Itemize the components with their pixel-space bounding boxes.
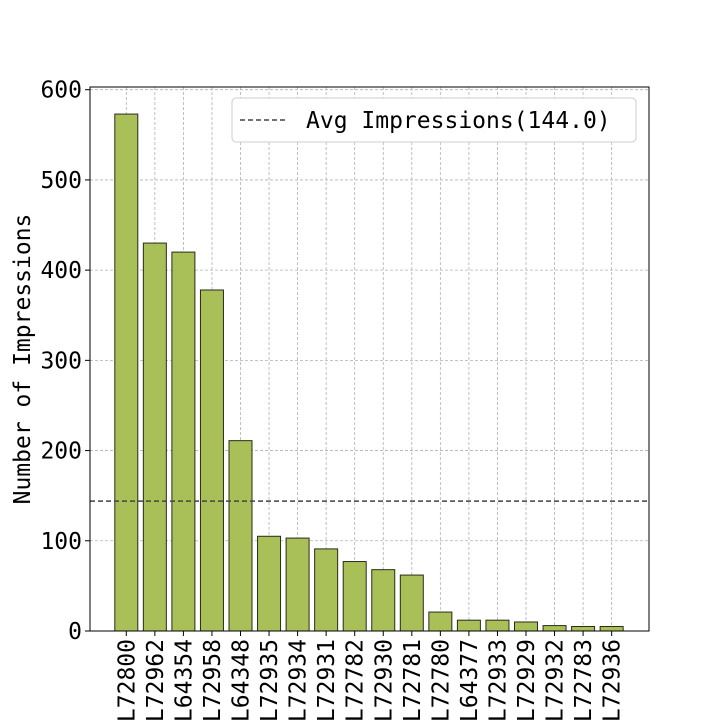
x-tick-label: L72935 [257, 639, 283, 720]
bar-L72962 [142, 242, 167, 632]
plot-frame [89, 86, 650, 632]
bar-L64348 [228, 440, 253, 632]
y-tick-label: 200 [40, 439, 82, 465]
x-tick-label: L64354 [171, 639, 197, 720]
y-tick-label: 300 [40, 348, 82, 374]
y-axis: 0 100 200 300 400 500 600 [40, 78, 90, 645]
y-tick-label: 0 [68, 619, 82, 645]
x-tick-label: L64348 [229, 639, 255, 720]
bar-L72933 [485, 619, 510, 632]
bar-L72800 [114, 113, 139, 632]
x-tick-label: L72958 [200, 639, 226, 720]
x-axis: L72800 L72962 L64354 L72958 L64348 L72935 L729… [114, 631, 626, 720]
x-tick-label: L64377 [457, 639, 483, 720]
bar-L64354 [171, 251, 196, 632]
bar-L72930 [371, 569, 396, 632]
legend-box [231, 97, 637, 143]
x-tick-label: L72930 [371, 639, 397, 720]
x-tick-label: L72800 [114, 639, 140, 720]
x-tick-label: L72934 [286, 639, 312, 720]
bar-L72932 [542, 625, 567, 632]
x-tick-label: L72783 [571, 639, 597, 720]
y-tick-label: 400 [40, 258, 82, 284]
grid-lines [90, 87, 649, 632]
x-tick-label: L72782 [343, 639, 369, 720]
bar-L72929 [514, 621, 538, 632]
x-tick-label: L72929 [514, 639, 540, 720]
legend: Avg Impressions(144.0) [231, 97, 637, 143]
x-tick-label: L72932 [543, 639, 569, 720]
x-tick-label: L72931 [314, 639, 340, 720]
bars [114, 113, 624, 632]
legend-label: Avg Impressions(144.0) [306, 108, 611, 134]
y-tick-label: 600 [40, 78, 82, 104]
x-tick-label: L72936 [600, 639, 626, 720]
bar-L72958 [199, 289, 224, 632]
bar-L72781 [399, 574, 424, 632]
x-tick-label: L72781 [400, 639, 426, 720]
bar-L72934 [285, 537, 310, 632]
bar-L72780 [428, 611, 453, 632]
bar-L72936 [599, 625, 624, 632]
bar-L72931 [314, 548, 339, 632]
x-tick-label: L72933 [485, 639, 511, 720]
y-tick-label: 500 [40, 168, 82, 194]
y-axis-label: Number of Impressions [10, 214, 36, 505]
y-tick-label: 100 [40, 529, 82, 555]
bar-L72935 [257, 535, 282, 632]
bar-L64377 [456, 619, 481, 632]
bar-L72782 [342, 561, 367, 632]
bar-L72783 [571, 625, 596, 632]
x-tick-label: L72780 [428, 639, 454, 720]
x-tick-label: L72962 [143, 639, 169, 720]
